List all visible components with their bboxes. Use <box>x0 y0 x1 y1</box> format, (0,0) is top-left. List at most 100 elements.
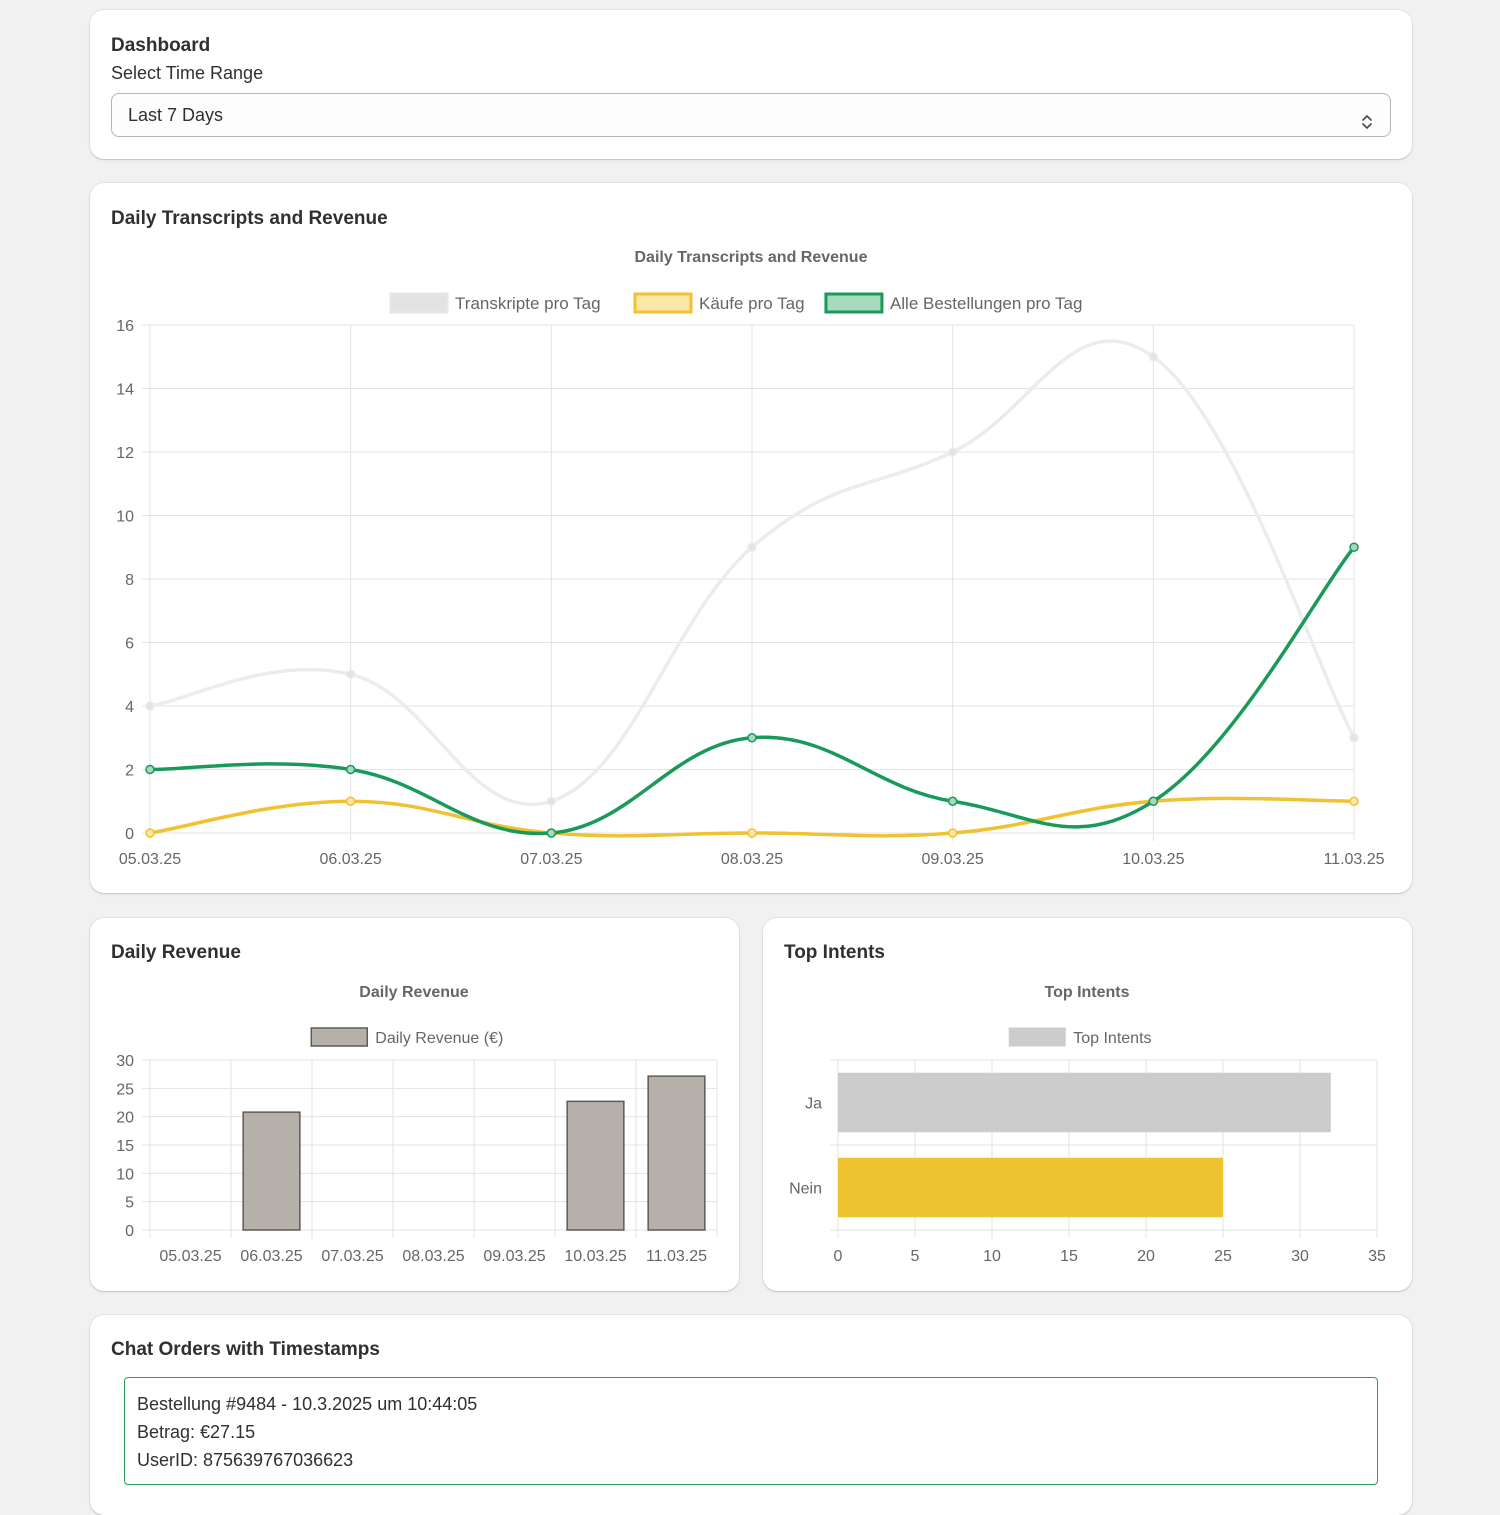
transcripts-card: Daily Transcripts and Revenue Daily Tran… <box>90 183 1412 893</box>
x-tick-label: 10 <box>983 1248 1001 1265</box>
legend-label: Transkripte pro Tag <box>455 294 601 313</box>
data-point <box>747 828 757 838</box>
y-tick-label: 15 <box>116 1138 134 1155</box>
order-line-id: Bestellung #9484 - 10.3.2025 um 10:44:05 <box>137 1394 478 1414</box>
data-point <box>345 669 356 679</box>
revenue-bar-chart: Daily Revenue Daily Revenue (€) 0 5 10 15 20 25… <box>116 984 718 1265</box>
data-point <box>345 764 356 775</box>
x-tick-label: 08.03.25 <box>402 1248 464 1265</box>
data-point <box>145 828 155 838</box>
data-point <box>145 701 155 711</box>
time-range-select[interactable]: Last 7 Days <box>111 93 1391 137</box>
legend-label: Alle Bestellungen pro Tag <box>890 294 1082 313</box>
legend-label: Käufe pro Tag <box>699 294 805 313</box>
series-line <box>149 339 1356 806</box>
data-point <box>1349 796 1359 806</box>
orders-card-title: Chat Orders with Timestamps <box>111 1339 380 1360</box>
intents-card: Top Intents Top Intents Top Intents 0 5 10 15… <box>763 918 1412 1291</box>
x-tick-label: 07.03.25 <box>520 851 582 868</box>
dashboard-title: Dashboard <box>111 35 211 56</box>
data-point <box>747 542 757 552</box>
y-tick-label: Ja <box>805 1096 822 1113</box>
data-point <box>747 733 757 743</box>
y-tick-label: 8 <box>125 572 134 589</box>
revenue-card-title: Daily Revenue <box>111 942 241 963</box>
y-tick-label: 10 <box>116 1166 134 1183</box>
x-tick-label: 10.03.25 <box>564 1248 626 1265</box>
x-tick-label: 05.03.25 <box>159 1248 221 1265</box>
chart-title: Top Intents <box>1044 984 1129 1001</box>
intents-card-title: Top Intents <box>784 942 885 963</box>
y-tick-label: 10 <box>116 509 134 526</box>
data-point <box>345 796 356 806</box>
x-tick-label: 09.03.25 <box>922 851 984 868</box>
x-tick-label: 08.03.25 <box>721 851 783 868</box>
x-tick-label: 5 <box>911 1248 920 1265</box>
dashboard-card: Dashboard Select Time Range Last 7 Days <box>90 10 1412 159</box>
time-range-value: Last 7 Days <box>128 105 224 125</box>
x-tick-label: 0 <box>834 1248 843 1265</box>
x-tick-label: 11.03.25 <box>646 1248 707 1265</box>
y-tick-label: 6 <box>125 636 134 653</box>
legend-label: Daily Revenue (€) <box>375 1030 503 1047</box>
y-tick-label: 20 <box>116 1110 134 1127</box>
y-tick-label: 0 <box>125 826 134 843</box>
x-tick-label: 11.03.25 <box>1323 851 1384 868</box>
y-tick-label: 5 <box>125 1195 134 1212</box>
data-point <box>1349 542 1359 552</box>
x-tick-label: 06.03.25 <box>320 851 382 868</box>
revenue-card: Daily Revenue Daily Revenue Daily Revenue… <box>90 918 739 1291</box>
x-tick-label: 06.03.25 <box>240 1248 302 1265</box>
data-point <box>546 828 557 838</box>
y-tick-label: 12 <box>116 445 134 462</box>
legend-swatch <box>824 292 884 314</box>
orders-card: Chat Orders with Timestamps Bestellung #… <box>90 1315 1412 1515</box>
intent-bar <box>838 1157 1223 1218</box>
legend-swatch <box>389 292 449 314</box>
x-tick-label: 30 <box>1291 1248 1309 1265</box>
time-range-label: Select Time Range <box>111 63 264 83</box>
x-tick-label: 05.03.25 <box>119 851 181 868</box>
y-tick-label: 4 <box>125 699 134 716</box>
transcripts-card-title: Daily Transcripts and Revenue <box>111 208 388 229</box>
legend-swatch <box>310 1027 369 1047</box>
legend-swatch <box>633 292 693 314</box>
data-point <box>145 764 155 775</box>
intents-bar-chart: Top Intents Top Intents 0 5 10 15 20 25 30 35 Ja Ne… <box>789 984 1386 1265</box>
data-point <box>1349 733 1359 743</box>
y-tick-label: 14 <box>116 382 134 399</box>
y-tick-label: 25 <box>116 1081 134 1098</box>
series-line <box>149 546 1356 836</box>
x-tick-label: 15 <box>1060 1248 1078 1265</box>
x-tick-label: 20 <box>1137 1248 1155 1265</box>
x-tick-label: 10.03.25 <box>1122 851 1184 868</box>
revenue-bar <box>647 1075 706 1231</box>
order-entry: Bestellung #9484 - 10.3.2025 um 10:44:05… <box>124 1377 1378 1485</box>
y-tick-label: 2 <box>125 763 134 780</box>
legend-swatch <box>1008 1027 1066 1047</box>
intent-bar <box>838 1072 1331 1133</box>
y-tick-label: 30 <box>116 1053 134 1070</box>
data-point <box>546 796 557 806</box>
x-tick-label: 07.03.25 <box>321 1248 383 1265</box>
order-line-user: UserID: 875639767036623 <box>137 1450 354 1470</box>
order-line-amount: Betrag: €27.15 <box>137 1422 256 1442</box>
revenue-bar <box>242 1111 301 1231</box>
legend-label: Top Intents <box>1073 1030 1151 1047</box>
y-tick-label: Nein <box>789 1181 822 1198</box>
data-point <box>947 828 958 838</box>
y-tick-label: 0 <box>125 1223 134 1240</box>
data-point <box>947 796 958 806</box>
select-chevron-icon <box>1360 105 1374 147</box>
chart-title: Daily Revenue <box>359 984 468 1001</box>
y-tick-label: 16 <box>116 318 134 335</box>
x-tick-label: 35 <box>1368 1248 1386 1265</box>
transcripts-line-chart: Daily Transcripts and Revenue Transkripte… <box>116 249 1384 868</box>
data-point <box>1148 796 1159 806</box>
x-tick-label: 09.03.25 <box>483 1248 545 1265</box>
data-point <box>947 447 958 457</box>
revenue-bar <box>566 1100 625 1231</box>
x-tick-label: 25 <box>1214 1248 1232 1265</box>
chart-title: Daily Transcripts and Revenue <box>635 249 868 266</box>
data-point <box>1148 352 1159 362</box>
